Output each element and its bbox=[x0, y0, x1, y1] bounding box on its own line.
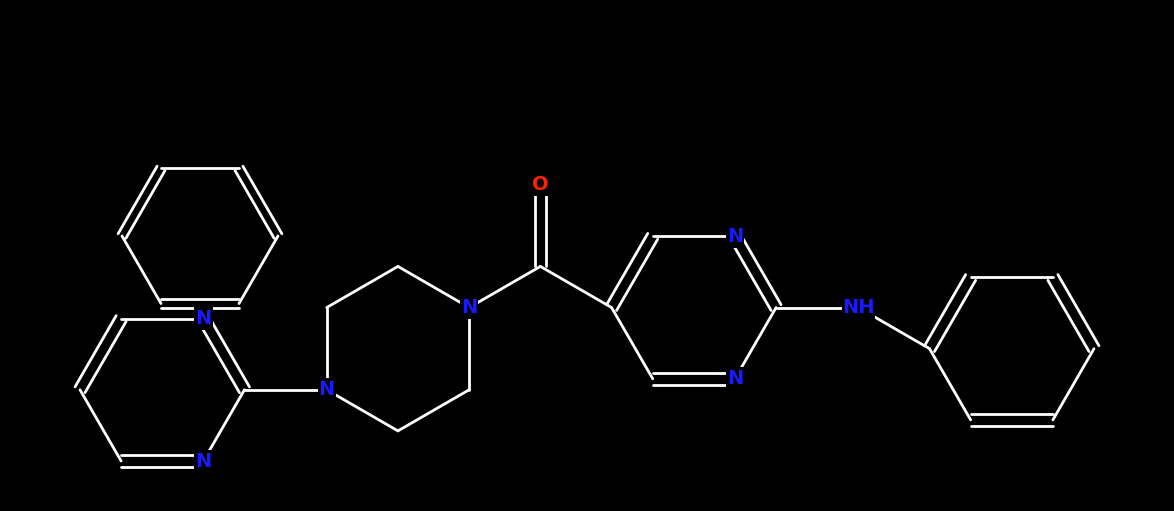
Text: N: N bbox=[195, 452, 211, 471]
Text: N: N bbox=[195, 309, 211, 328]
Text: N: N bbox=[319, 380, 333, 399]
Text: O: O bbox=[533, 175, 548, 194]
Text: O: O bbox=[532, 175, 548, 194]
Text: N: N bbox=[728, 227, 742, 246]
Text: N: N bbox=[318, 380, 335, 399]
Text: N: N bbox=[727, 369, 743, 388]
Text: N: N bbox=[461, 298, 477, 317]
Text: N: N bbox=[196, 452, 210, 471]
Text: N: N bbox=[196, 309, 210, 328]
Text: N: N bbox=[727, 227, 743, 246]
Text: N: N bbox=[461, 298, 478, 317]
Text: NH: NH bbox=[842, 298, 875, 317]
Text: N: N bbox=[728, 369, 742, 388]
Text: NH: NH bbox=[844, 298, 872, 317]
